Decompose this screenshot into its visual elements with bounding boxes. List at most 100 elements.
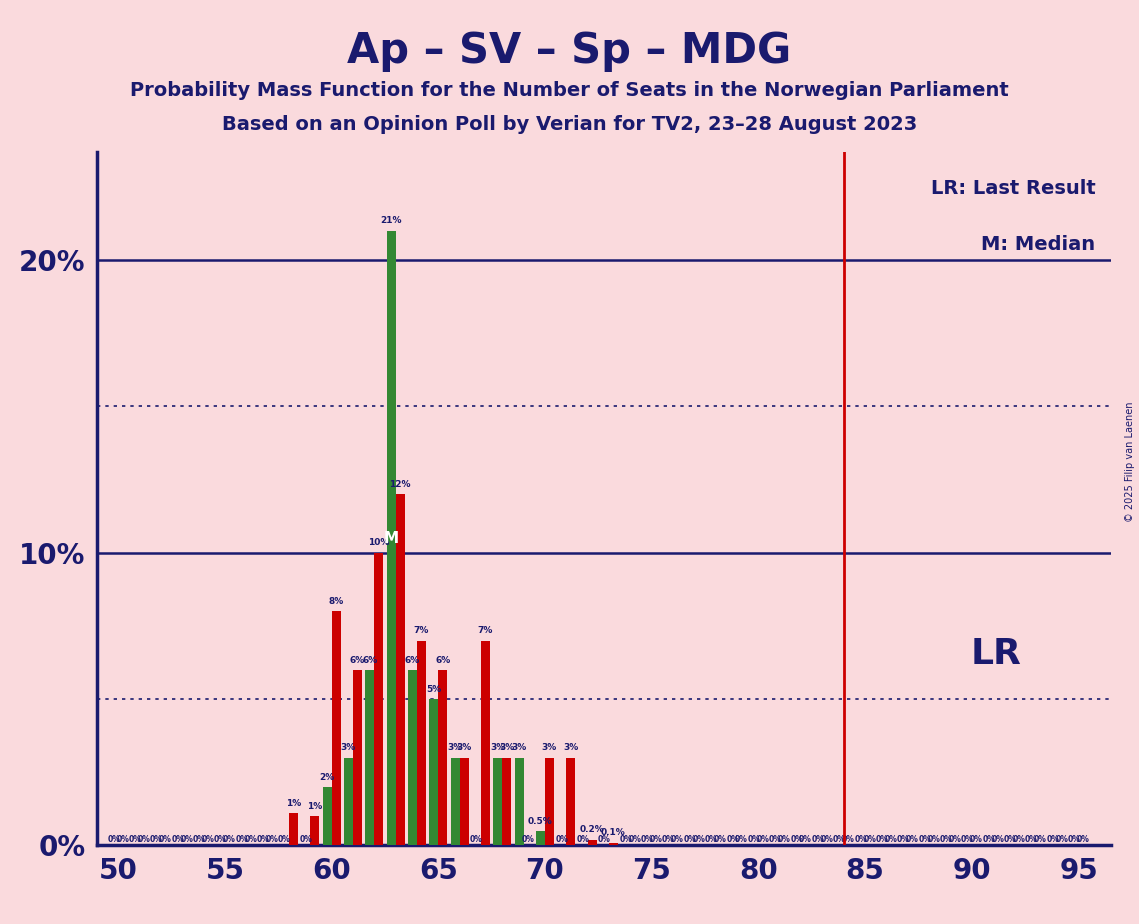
Bar: [451, 758, 460, 845]
Text: LR: Last Result: LR: Last Result: [931, 179, 1096, 199]
Text: 0%: 0%: [854, 835, 867, 844]
Text: Probability Mass Function for the Number of Seats in the Norwegian Parliament: Probability Mass Function for the Number…: [130, 81, 1009, 101]
Text: 0%: 0%: [1067, 835, 1081, 844]
Text: 0%: 0%: [683, 835, 696, 844]
Bar: [353, 670, 362, 845]
Text: 0%: 0%: [885, 835, 898, 844]
Text: Based on an Opinion Poll by Verian for TV2, 23–28 August 2023: Based on an Opinion Poll by Verian for T…: [222, 115, 917, 134]
Bar: [609, 843, 618, 845]
Bar: [544, 758, 554, 845]
Text: 0%: 0%: [906, 835, 919, 844]
Text: 0%: 0%: [202, 835, 214, 844]
Text: 6%: 6%: [404, 655, 420, 664]
Text: 0%: 0%: [223, 835, 236, 844]
Text: M: M: [384, 530, 399, 545]
Bar: [344, 758, 353, 845]
Text: 3%: 3%: [490, 743, 506, 752]
Bar: [493, 758, 502, 845]
Bar: [429, 699, 439, 845]
Text: 0.1%: 0.1%: [601, 828, 625, 837]
Text: 0%: 0%: [842, 835, 854, 844]
Text: 10%: 10%: [368, 539, 390, 547]
Text: 0%: 0%: [969, 835, 983, 844]
Text: 0%: 0%: [278, 835, 290, 844]
Text: 6%: 6%: [350, 655, 364, 664]
Text: 0%: 0%: [256, 835, 270, 844]
Bar: [375, 553, 383, 845]
Text: 3%: 3%: [341, 743, 357, 752]
Text: 6%: 6%: [435, 655, 450, 664]
Text: 0%: 0%: [236, 835, 248, 844]
Text: 0%: 0%: [138, 835, 150, 844]
Bar: [481, 640, 490, 845]
Text: 0%: 0%: [150, 835, 163, 844]
Text: 0%: 0%: [1013, 835, 1025, 844]
Text: 3%: 3%: [499, 743, 515, 752]
Text: 0%: 0%: [300, 835, 312, 844]
Text: © 2025 Filip van Laenen: © 2025 Filip van Laenen: [1125, 402, 1134, 522]
Text: 0%: 0%: [863, 835, 876, 844]
Text: 1%: 1%: [308, 802, 322, 811]
Text: 0%: 0%: [214, 835, 227, 844]
Text: 0%: 0%: [735, 835, 748, 844]
Bar: [386, 231, 395, 845]
Bar: [408, 670, 417, 845]
Text: 0%: 0%: [1025, 835, 1038, 844]
Text: 0%: 0%: [598, 835, 611, 844]
Bar: [515, 758, 524, 845]
Text: 0%: 0%: [662, 835, 675, 844]
Text: 0%: 0%: [693, 835, 705, 844]
Bar: [395, 494, 404, 845]
Text: 0%: 0%: [1055, 835, 1068, 844]
Text: 3%: 3%: [457, 743, 472, 752]
Text: 0%: 0%: [949, 835, 961, 844]
Text: 12%: 12%: [390, 480, 411, 489]
Text: 0%: 0%: [820, 835, 834, 844]
Text: 0%: 0%: [961, 835, 974, 844]
Text: 0%: 0%: [800, 835, 812, 844]
Text: 0%: 0%: [747, 835, 761, 844]
Bar: [289, 813, 298, 845]
Text: 0%: 0%: [522, 835, 534, 844]
Text: 0%: 0%: [991, 835, 1005, 844]
Text: 0%: 0%: [940, 835, 952, 844]
Text: 6%: 6%: [362, 655, 377, 664]
Text: 0%: 0%: [671, 835, 683, 844]
Text: 5%: 5%: [426, 685, 442, 694]
Text: 1%: 1%: [286, 799, 301, 808]
Text: 0%: 0%: [896, 835, 910, 844]
Text: 0%: 0%: [714, 835, 727, 844]
Text: 8%: 8%: [328, 597, 344, 606]
Text: 0%: 0%: [180, 835, 194, 844]
Bar: [322, 787, 331, 845]
Text: 0%: 0%: [171, 835, 185, 844]
Text: 0%: 0%: [158, 835, 172, 844]
Text: 0%: 0%: [1003, 835, 1016, 844]
Text: 0%: 0%: [129, 835, 141, 844]
Text: 0%: 0%: [705, 835, 718, 844]
Text: 0%: 0%: [876, 835, 888, 844]
Bar: [460, 758, 468, 845]
Bar: [310, 816, 319, 845]
Text: 3%: 3%: [511, 743, 526, 752]
Text: 2%: 2%: [319, 772, 335, 782]
Text: 0%: 0%: [927, 835, 940, 844]
Text: 0%: 0%: [769, 835, 781, 844]
Text: 0%: 0%: [244, 835, 257, 844]
Text: 0%: 0%: [1034, 835, 1047, 844]
Bar: [439, 670, 448, 845]
Bar: [331, 611, 341, 845]
Text: 0%: 0%: [982, 835, 995, 844]
Text: 0%: 0%: [727, 835, 739, 844]
Text: 0%: 0%: [756, 835, 769, 844]
Bar: [502, 758, 511, 845]
Bar: [588, 840, 597, 845]
Text: 0%: 0%: [1076, 835, 1089, 844]
Text: 0%: 0%: [265, 835, 278, 844]
Text: 0%: 0%: [811, 835, 825, 844]
Text: 0.2%: 0.2%: [580, 825, 605, 834]
Bar: [566, 758, 575, 845]
Text: 0%: 0%: [620, 835, 632, 844]
Text: 3%: 3%: [542, 743, 557, 752]
Text: 3%: 3%: [448, 743, 462, 752]
